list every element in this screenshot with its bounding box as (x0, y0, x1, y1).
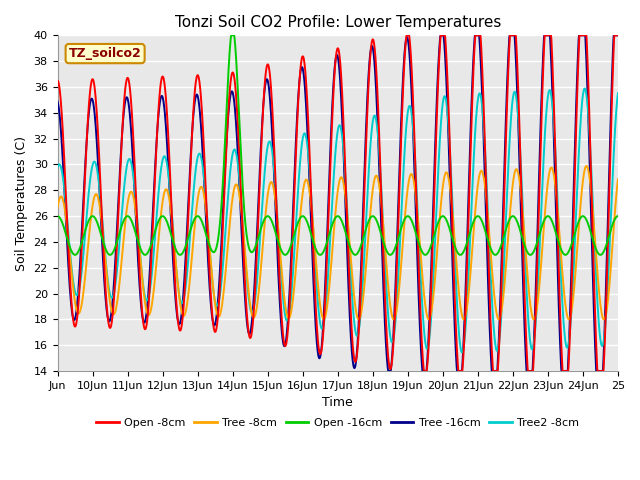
Tree -16cm (614, 33, 622, 38)
Line: Tree -16cm: Tree -16cm (58, 36, 618, 371)
Tree -8cm (578, 188, 586, 193)
Open -8cm (154, 119, 162, 124)
Open -16cm (308, 233, 316, 239)
Open -16cm (64, 239, 72, 244)
Tree2 -8cm (307, 187, 315, 193)
Open -16cm (228, 33, 236, 38)
Tree2 -8cm (614, 90, 622, 96)
Open -16cm (71, 252, 79, 258)
Tree -16cm (579, 33, 586, 38)
Open -8cm (403, 33, 410, 38)
Tree -16cm (154, 121, 162, 127)
X-axis label: Time: Time (323, 396, 353, 409)
Tree2 -8cm (458, 349, 466, 355)
Tree -8cm (54, 205, 61, 211)
Line: Tree2 -8cm: Tree2 -8cm (58, 88, 618, 352)
Line: Tree -8cm: Tree -8cm (58, 166, 618, 320)
Tree -8cm (600, 317, 608, 323)
Open -16cm (54, 213, 61, 219)
Tree -16cm (54, 98, 61, 104)
Tree -8cm (307, 200, 315, 205)
Tree -8cm (340, 184, 348, 190)
Tree2 -8cm (340, 156, 348, 162)
Open -8cm (54, 78, 61, 84)
Open -16cm (341, 227, 349, 233)
Tree -16cm (440, 43, 448, 48)
Open -8cm (340, 138, 348, 144)
Tree -8cm (154, 245, 162, 251)
Tree2 -8cm (581, 85, 589, 91)
Tree2 -8cm (579, 98, 586, 104)
Y-axis label: Soil Temperatures (C): Soil Temperatures (C) (15, 136, 28, 271)
Legend: Open -8cm, Tree -8cm, Open -16cm, Tree -16cm, Tree2 -8cm: Open -8cm, Tree -8cm, Open -16cm, Tree -… (92, 414, 584, 432)
Open -8cm (614, 33, 622, 38)
Open -8cm (307, 186, 315, 192)
Text: TZ_soilco2: TZ_soilco2 (68, 47, 141, 60)
Tree -8cm (440, 177, 447, 183)
Tree -16cm (307, 216, 315, 221)
Open -8cm (440, 33, 448, 38)
Tree2 -8cm (54, 165, 61, 170)
Tree -16cm (385, 368, 392, 374)
Tree2 -8cm (440, 95, 447, 101)
Tree -8cm (614, 176, 622, 182)
Open -16cm (154, 219, 162, 225)
Open -8cm (420, 368, 428, 374)
Open -8cm (64, 239, 72, 244)
Line: Open -8cm: Open -8cm (58, 36, 618, 371)
Open -16cm (440, 214, 448, 220)
Line: Open -16cm: Open -16cm (58, 36, 618, 255)
Tree -16cm (64, 257, 72, 263)
Open -16cm (614, 213, 622, 219)
Tree -16cm (436, 33, 444, 38)
Open -16cm (579, 213, 586, 219)
Tree2 -8cm (64, 226, 72, 232)
Tree2 -8cm (154, 199, 162, 204)
Tree -8cm (582, 163, 590, 169)
Title: Tonzi Soil CO2 Profile: Lower Temperatures: Tonzi Soil CO2 Profile: Lower Temperatur… (175, 15, 501, 30)
Open -8cm (579, 33, 586, 38)
Tree -8cm (64, 234, 72, 240)
Tree -16cm (340, 168, 348, 174)
